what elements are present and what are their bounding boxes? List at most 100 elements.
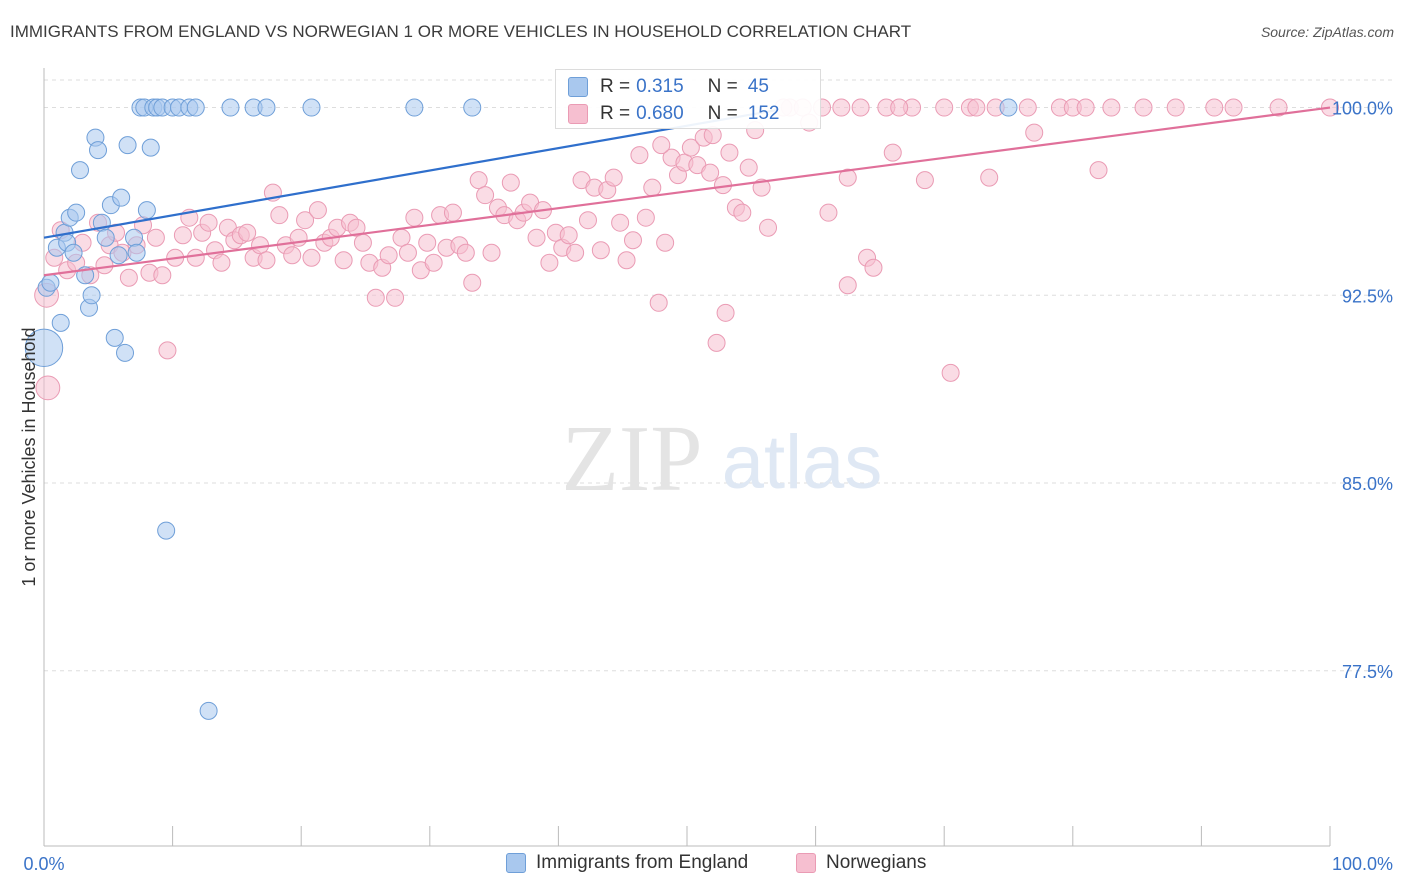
point-norwegians — [158, 341, 177, 360]
source-label: Source: ZipAtlas.com — [1260, 24, 1394, 40]
stats-n-value: 45 — [747, 76, 769, 97]
point-norwegians — [716, 303, 735, 322]
point-norwegians — [469, 171, 488, 190]
x-tick-label: 100.0% — [1332, 854, 1393, 874]
legend-label-england: Immigrants from England — [536, 852, 749, 873]
point-norwegians — [980, 168, 999, 187]
point-norwegians — [935, 98, 954, 117]
point-england — [186, 98, 205, 117]
point-norwegians — [652, 136, 671, 155]
point-england — [157, 521, 176, 540]
point-england — [118, 136, 137, 155]
point-norwegians — [1076, 98, 1095, 117]
point-norwegians — [424, 253, 443, 272]
point-norwegians — [739, 158, 758, 177]
point-norwegians — [838, 276, 857, 295]
point-norwegians — [701, 163, 720, 182]
x-tick-label: 0.0% — [23, 854, 64, 874]
y-tick-labels: 77.5% 85.0% 92.5% 100.0% — [1332, 99, 1393, 682]
point-norwegians — [649, 293, 668, 312]
point-norwegians — [733, 203, 752, 222]
point-england — [137, 201, 156, 220]
point-england — [24, 328, 64, 368]
point-norwegians — [418, 233, 437, 252]
point-england — [71, 161, 90, 180]
legend-swatch-england — [506, 853, 526, 873]
point-norwegians — [146, 228, 165, 247]
point-norwegians — [283, 246, 302, 265]
stats-swatch-england — [568, 77, 588, 97]
point-norwegians — [463, 273, 482, 292]
stats-n-label: N = — [707, 76, 738, 97]
stats-r-label: R = — [600, 76, 631, 97]
y-axis-label: 1 or more Vehicles in Household — [19, 327, 39, 586]
chart-title: IMMIGRANTS FROM ENGLAND VS NORWEGIAN 1 O… — [10, 22, 912, 41]
legend-label-norwegians: Norwegians — [826, 852, 927, 873]
point-norwegians — [1134, 98, 1153, 117]
point-norwegians — [95, 256, 114, 275]
point-norwegians — [566, 243, 585, 262]
point-norwegians — [759, 218, 778, 237]
watermark: ZIP atlas — [562, 407, 883, 511]
point-norwegians — [119, 268, 138, 287]
point-norwegians — [199, 213, 218, 232]
point-norwegians — [915, 171, 934, 190]
point-norwegians — [540, 253, 559, 272]
legend-item-england[interactable]: Immigrants from England — [506, 852, 748, 874]
point-norwegians — [1205, 98, 1224, 117]
point-norwegians — [720, 143, 739, 162]
point-england — [405, 98, 424, 117]
point-england — [67, 203, 86, 222]
point-norwegians — [35, 375, 61, 401]
point-norwegians — [623, 231, 642, 250]
legend: Immigrants from England Norwegians — [0, 850, 1406, 880]
y-axis-title: 1 or more Vehicles in Household — [19, 327, 39, 586]
point-england — [112, 188, 131, 207]
point-england — [89, 141, 108, 160]
england-points — [24, 98, 1018, 720]
point-norwegians — [851, 98, 870, 117]
point-england — [96, 228, 115, 247]
point-england — [125, 228, 144, 247]
point-norwegians — [636, 208, 655, 227]
point-england — [64, 243, 83, 262]
point-norwegians — [578, 211, 597, 230]
point-norwegians — [527, 228, 546, 247]
point-norwegians — [656, 233, 675, 252]
point-norwegians — [832, 98, 851, 117]
stats-r-value: 0.315 — [636, 76, 684, 97]
legend-item-norwegians[interactable]: Norwegians — [796, 852, 926, 874]
point-norwegians — [398, 243, 417, 262]
point-norwegians — [353, 233, 372, 252]
point-norwegians — [1166, 98, 1185, 117]
point-norwegians — [482, 243, 501, 262]
point-norwegians — [173, 226, 192, 245]
point-norwegians — [643, 178, 662, 197]
trend-lines — [43, 106, 1331, 277]
stats-r-label: R = — [600, 103, 631, 124]
point-norwegians — [1224, 98, 1243, 117]
trendline-norwegians — [43, 106, 1331, 277]
point-england — [105, 328, 124, 347]
stats-box: R = 0.315 N = 45 R = 0.680 N = 152 — [555, 69, 821, 129]
point-norwegians — [238, 223, 257, 242]
axes — [43, 68, 1331, 847]
y-tick-label: 85.0% — [1342, 474, 1393, 494]
trendline-england — [43, 108, 778, 239]
point-norwegians — [212, 253, 231, 272]
point-england — [116, 343, 135, 362]
legend-swatch-norwegians — [796, 853, 816, 873]
point-norwegians — [1089, 161, 1108, 180]
stats-n-value: 152 — [747, 103, 780, 124]
point-norwegians — [819, 203, 838, 222]
point-norwegians — [890, 98, 909, 117]
point-norwegians — [967, 98, 986, 117]
point-norwegians — [270, 206, 289, 225]
point-norwegians — [630, 146, 649, 165]
point-england — [82, 286, 101, 305]
point-norwegians — [405, 208, 424, 227]
point-norwegians — [681, 138, 700, 157]
y-tick-label: 100.0% — [1332, 99, 1393, 119]
point-norwegians — [501, 173, 520, 192]
point-norwegians — [308, 201, 327, 220]
